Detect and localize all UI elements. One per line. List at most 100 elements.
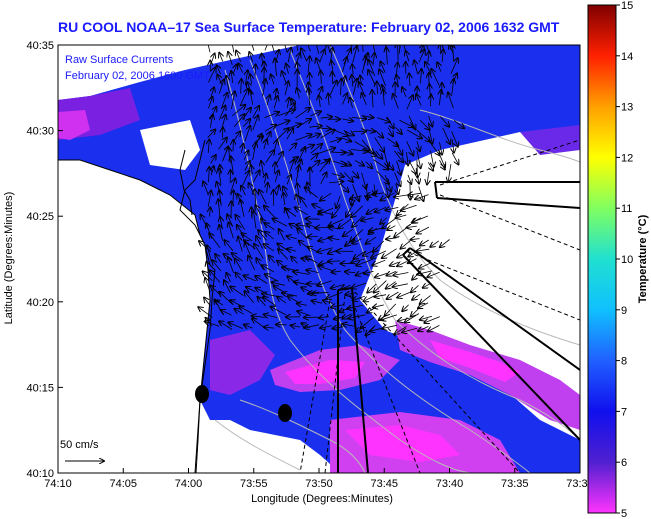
x-tick-label: 74:05 — [109, 478, 137, 490]
current-vector — [255, 189, 256, 206]
current-vector — [421, 69, 422, 84]
current-vector — [424, 316, 440, 323]
current-vector — [307, 45, 311, 52]
current-vector — [248, 256, 256, 271]
current-vector — [224, 240, 234, 252]
current-vector — [207, 246, 212, 262]
current-vector — [219, 321, 233, 330]
current-vector — [331, 304, 345, 307]
current-vector — [305, 188, 318, 198]
current-vector — [380, 62, 386, 73]
current-vector — [383, 89, 384, 106]
current-vector — [241, 233, 253, 242]
current-vector — [264, 139, 267, 150]
current-vector — [386, 48, 387, 65]
current-vector — [285, 103, 295, 117]
x-tick-label: 74:00 — [175, 478, 203, 490]
current-vector — [319, 50, 325, 63]
current-vector — [407, 152, 409, 165]
current-vector — [319, 96, 321, 108]
current-vector — [372, 45, 376, 52]
current-vector — [296, 119, 312, 128]
current-vector — [328, 238, 340, 240]
current-vector — [408, 159, 416, 174]
current-vector — [396, 160, 401, 175]
current-vector — [410, 182, 411, 200]
current-vector — [243, 119, 251, 127]
current-vector — [344, 172, 353, 182]
current-vector — [312, 301, 323, 304]
current-vector — [425, 62, 432, 75]
current-vector — [310, 154, 318, 161]
current-vector — [315, 45, 318, 54]
colorbar-tick-label: 5 — [621, 508, 627, 519]
colorbar-tick-label: 13 — [621, 102, 633, 114]
current-vector — [375, 295, 387, 297]
current-vector — [351, 205, 364, 217]
current-vector — [417, 249, 430, 251]
current-vector — [338, 218, 352, 228]
current-vector — [418, 302, 429, 308]
current-vector — [244, 151, 248, 160]
current-vector — [264, 327, 275, 328]
colorbar-ticks: 5 6 7 8 9 10 11 12 13 14 15 — [616, 0, 633, 519]
current-vector — [297, 303, 308, 305]
current-vector — [320, 117, 332, 119]
current-vector — [412, 293, 421, 300]
current-vector — [312, 292, 329, 293]
current-vector — [451, 152, 458, 165]
current-vector — [420, 239, 430, 246]
current-vector — [218, 80, 224, 94]
current-vector — [259, 190, 267, 205]
current-vector — [377, 82, 378, 95]
current-vector — [229, 222, 234, 239]
current-vector — [369, 60, 376, 76]
colorbar-tick-label: 10 — [621, 254, 633, 266]
current-vector — [234, 309, 244, 315]
sst-magenta-patch-1 — [58, 110, 90, 140]
current-vector — [210, 207, 211, 217]
current-vector — [431, 150, 434, 167]
current-vector — [361, 57, 366, 74]
current-vector — [341, 57, 347, 73]
legend-line-2: February 02, 2006 1600 GMT — [65, 70, 210, 82]
current-vector — [366, 130, 375, 132]
current-vector — [300, 197, 308, 208]
current-vector — [328, 261, 341, 262]
current-vector — [332, 271, 342, 272]
current-vector — [340, 160, 351, 166]
current-vector — [442, 127, 451, 144]
current-vector — [352, 64, 353, 75]
current-vector — [418, 50, 425, 63]
current-vector — [329, 139, 341, 142]
current-vector — [384, 174, 391, 191]
current-vector — [377, 117, 390, 122]
current-vector — [304, 325, 320, 328]
current-vector — [416, 226, 430, 233]
current-vector — [244, 325, 253, 329]
current-vector — [407, 226, 417, 228]
current-vector — [339, 183, 348, 192]
current-vector — [255, 205, 264, 220]
x-tick-label: 73:50 — [305, 478, 333, 490]
current-vector — [275, 59, 277, 76]
current-vector — [320, 326, 333, 329]
x-axis-label: Longitude (Degrees:Minutes) — [251, 493, 393, 505]
current-vector — [393, 273, 409, 276]
current-vector — [218, 138, 227, 150]
y-tick-label: 40:10 — [26, 468, 54, 480]
current-vector — [376, 170, 390, 184]
current-vector — [330, 152, 345, 153]
current-vector — [417, 172, 419, 183]
current-vector — [411, 285, 419, 292]
current-vector — [242, 171, 250, 186]
current-vector — [328, 227, 340, 229]
y-axis-ticks: 40:35 40:30 40:25 40:20 40:15 40:10 — [26, 40, 63, 480]
current-vector — [343, 228, 354, 236]
current-vector — [375, 130, 383, 137]
current-vector — [352, 79, 357, 96]
current-vector — [236, 51, 242, 63]
current-vector — [414, 60, 418, 75]
current-vector — [253, 143, 256, 161]
current-vector — [382, 248, 397, 258]
